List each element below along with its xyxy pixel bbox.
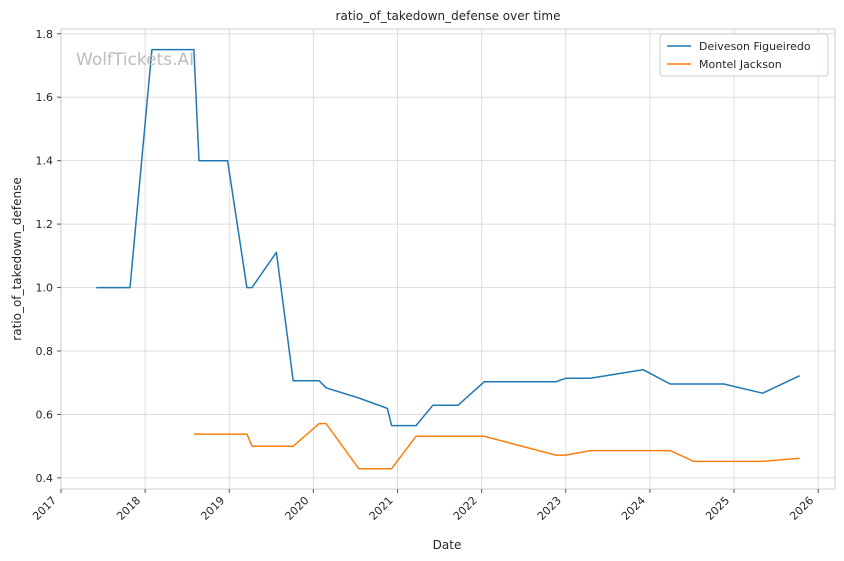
x-tick-label: 2026 [787,494,816,523]
x-tick-label: 2017 [30,494,59,523]
legend-box [659,33,829,77]
y-tick-label: 0.4 [36,472,54,485]
y-tick-label: 1.0 [36,282,54,295]
grid-lines [60,29,835,489]
y-axis-label: ratio_of_takedown_defense [10,177,24,340]
series-line-0 [96,48,801,427]
x-tick-label: 2019 [198,494,227,523]
series-lines [96,48,801,470]
y-axis-ticks: 0.4 0.6 0.8 1.0 1.2 1.4 1.6 1.8 [36,28,61,485]
x-tick-label: 2023 [535,494,564,523]
y-tick-label: 1.2 [36,218,54,231]
watermark: WolfTickets.AI [76,50,194,70]
plot-area-frame [60,28,836,490]
x-tick-label: 2020 [283,494,312,523]
chart-title: ratio_of_takedown_defense over time [336,9,561,23]
x-tick-label: 2022 [451,494,480,523]
legend-label-1: Montel Jackson [699,58,782,71]
y-tick-label: 1.4 [36,155,54,168]
series-line-1 [193,422,800,470]
y-tick-label: 1.8 [36,28,54,41]
x-tick-label: 2018 [114,494,143,523]
y-tick-label: 0.8 [36,345,54,358]
legend: Deiveson Figueiredo Montel Jackson [659,33,829,77]
x-tick-label: 2025 [703,494,732,523]
y-tick-label: 1.6 [36,91,54,104]
x-axis-ticks: 2017 2018 2019 2020 2021 2022 2023 2024 2025 2026 [30,489,819,523]
legend-label-0: Deiveson Figueiredo [699,40,811,53]
x-tick-label: 2024 [619,494,648,523]
x-tick-label: 2021 [367,494,396,523]
y-tick-label: 0.6 [36,408,54,421]
x-axis-label: Date [433,538,462,552]
